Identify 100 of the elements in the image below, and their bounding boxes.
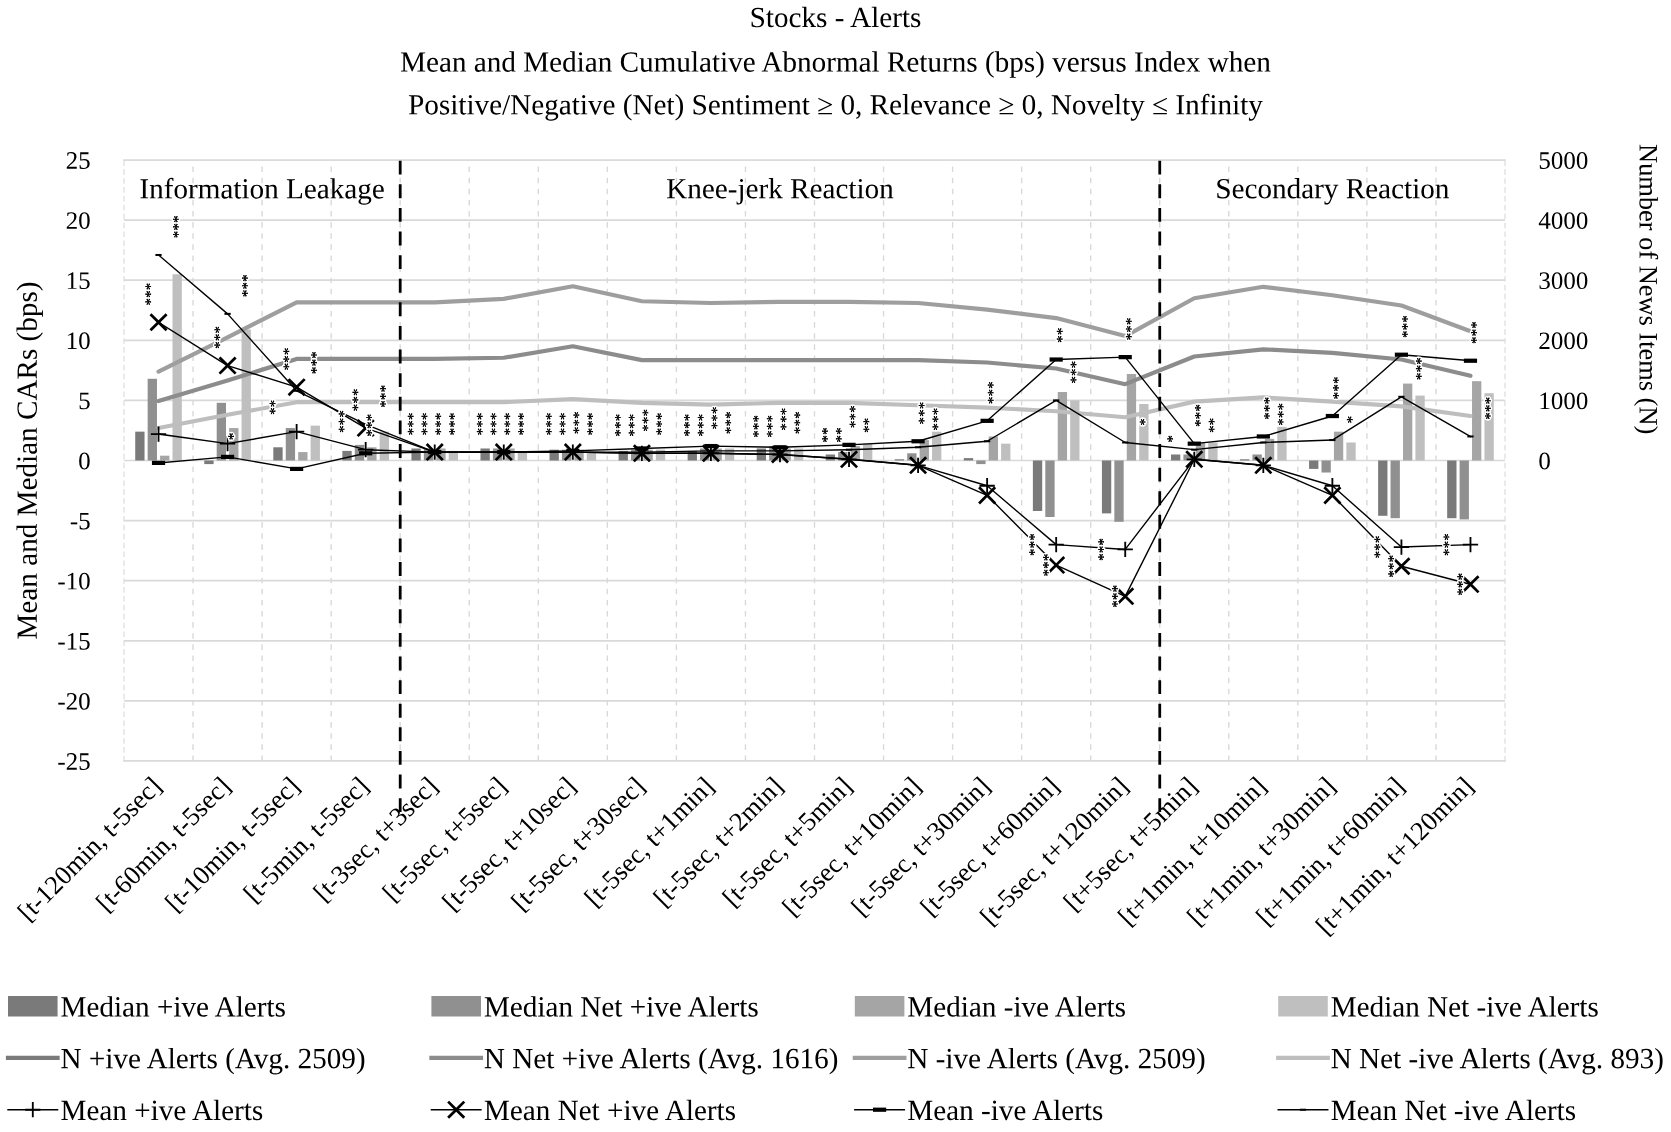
data-label: *** bbox=[932, 408, 939, 430]
data-label: *** bbox=[1125, 318, 1132, 340]
y2-tick-label: 1000 bbox=[1540, 392, 1588, 410]
y-tick-label: -25 bbox=[58, 753, 90, 770]
legend-label: N Net -ive Alerts (Avg. 893) bbox=[1331, 1047, 1663, 1075]
data-label: *** bbox=[421, 413, 428, 435]
data-label: * bbox=[228, 433, 234, 440]
data-label: *** bbox=[656, 413, 663, 435]
data-label: *** bbox=[490, 413, 497, 435]
data-label: *** bbox=[1402, 315, 1408, 338]
annotation: Knee-jerk Reaction bbox=[667, 178, 894, 205]
data-label: *** bbox=[352, 389, 359, 411]
data-label: ** bbox=[269, 400, 276, 415]
data-label: *** bbox=[214, 326, 221, 349]
data-label: *** bbox=[1029, 533, 1035, 556]
chart-subtitle: Mean and Median Cumulative Abnormal Returns (bps) versus Index when Positive/Negative (Net) Sentiment ≥ 0, Relevance ≥ 0, Novelty ≤ Infinity bbox=[400, 51, 1271, 121]
legend-label: Median Net +ive Alerts bbox=[484, 996, 758, 1017]
y-tick-label: -20 bbox=[58, 692, 90, 710]
legend-label: Median +ive Alerts bbox=[61, 996, 285, 1017]
data-label: *** bbox=[1485, 397, 1491, 420]
data-label: *** bbox=[1388, 555, 1394, 577]
annotation: Information Leakage bbox=[140, 177, 384, 205]
y-tick-label: 25 bbox=[66, 152, 90, 169]
data-label: *** bbox=[1277, 403, 1284, 426]
data-label: *** bbox=[1070, 361, 1077, 383]
data-label: *** bbox=[1112, 585, 1118, 608]
data-label: *** bbox=[380, 385, 386, 408]
y-tick-label: -10 bbox=[58, 572, 90, 590]
data-label: ** bbox=[835, 428, 842, 442]
data-label: *** bbox=[780, 408, 787, 430]
data-label: *** bbox=[587, 413, 593, 435]
data-label: ** bbox=[822, 428, 828, 442]
data-label: *** bbox=[766, 415, 773, 438]
data-label: *** bbox=[311, 351, 317, 374]
legend-label: Mean Net +ive Alerts bbox=[484, 1099, 735, 1121]
legend-label: N -ive Alerts (Avg. 2509) bbox=[908, 1047, 1205, 1075]
y-tick-label: -5 bbox=[70, 512, 90, 530]
data-label: *** bbox=[849, 406, 856, 428]
chart-title: Stocks - Alerts bbox=[751, 6, 921, 28]
y-tick-label: 15 bbox=[67, 272, 90, 290]
data-label: *** bbox=[642, 409, 649, 432]
data-label: *** bbox=[614, 414, 621, 436]
legend-label: Mean Net -ive Alerts bbox=[1331, 1099, 1576, 1121]
data-label: *** bbox=[545, 413, 552, 435]
legend-label: Median Net -ive Alerts bbox=[1331, 996, 1598, 1017]
data-label: *** bbox=[725, 412, 732, 434]
y2-tick-label: 2000 bbox=[1539, 332, 1588, 350]
data-label: *** bbox=[145, 283, 152, 305]
data-label: * bbox=[1346, 416, 1353, 423]
data-label: *** bbox=[1333, 377, 1339, 399]
data-label: * bbox=[1139, 418, 1146, 426]
data-label: *** bbox=[1264, 397, 1270, 420]
y-tick-label: 5 bbox=[79, 392, 90, 410]
legend-label: Mean +ive Alerts bbox=[61, 1099, 263, 1121]
data-label: *** bbox=[1415, 357, 1422, 380]
data-label: *** bbox=[1457, 573, 1463, 596]
data-label: ** bbox=[863, 418, 870, 433]
y-tick-label: 20 bbox=[66, 212, 90, 230]
y2-tick-label: 3000 bbox=[1539, 272, 1588, 290]
legend-label: N Net +ive Alerts (Avg. 1616) bbox=[484, 1047, 838, 1075]
data-label: *** bbox=[711, 407, 718, 429]
y2-axis-title: Number of News Items (N) bbox=[1633, 144, 1659, 434]
data-label: *** bbox=[504, 413, 511, 435]
data-label: *** bbox=[697, 414, 704, 436]
data-label: *** bbox=[449, 413, 455, 435]
data-label: *** bbox=[338, 410, 345, 433]
data-label: *** bbox=[1443, 533, 1450, 556]
y2-tick-label: 4000 bbox=[1538, 212, 1588, 230]
data-label: *** bbox=[518, 413, 524, 435]
y-tick-label: 0 bbox=[79, 452, 90, 470]
y-tick-label: -15 bbox=[58, 632, 90, 650]
data-label: *** bbox=[1374, 536, 1381, 558]
data-label: *** bbox=[559, 413, 566, 435]
data-label: *** bbox=[794, 412, 801, 434]
data-label: *** bbox=[173, 216, 179, 238]
data-label: *** bbox=[573, 412, 580, 434]
data-label: *** bbox=[283, 348, 290, 370]
data-label: *** bbox=[407, 413, 414, 435]
data-label: * bbox=[1167, 435, 1173, 442]
data-label: *** bbox=[242, 275, 248, 297]
y-tick-label: 10 bbox=[67, 332, 90, 350]
y-axis-title: Mean and Median CARs (bps) bbox=[16, 282, 43, 639]
y2-tick-label: 5000 bbox=[1539, 152, 1588, 169]
data-label: *** bbox=[476, 413, 483, 435]
data-label: *** bbox=[987, 382, 994, 404]
data-label: *** bbox=[1471, 321, 1477, 344]
data-label: *** bbox=[684, 414, 690, 436]
legend-label: Mean -ive Alerts bbox=[908, 1099, 1103, 1121]
legend-label: N +ive Alerts (Avg. 2509) bbox=[61, 1047, 365, 1075]
data-label: *** bbox=[918, 402, 925, 424]
annotation: Secondary Reaction bbox=[1217, 177, 1449, 205]
data-label: *** bbox=[366, 414, 373, 436]
legend-label: Median -ive Alerts bbox=[908, 996, 1125, 1017]
data-label: *** bbox=[628, 414, 635, 436]
data-label: ** bbox=[1056, 328, 1063, 343]
data-label: *** bbox=[1195, 404, 1201, 427]
data-label: *** bbox=[753, 415, 759, 438]
data-label: *** bbox=[1098, 538, 1104, 561]
data-label: ** bbox=[1208, 418, 1215, 433]
data-label: *** bbox=[1043, 554, 1049, 576]
